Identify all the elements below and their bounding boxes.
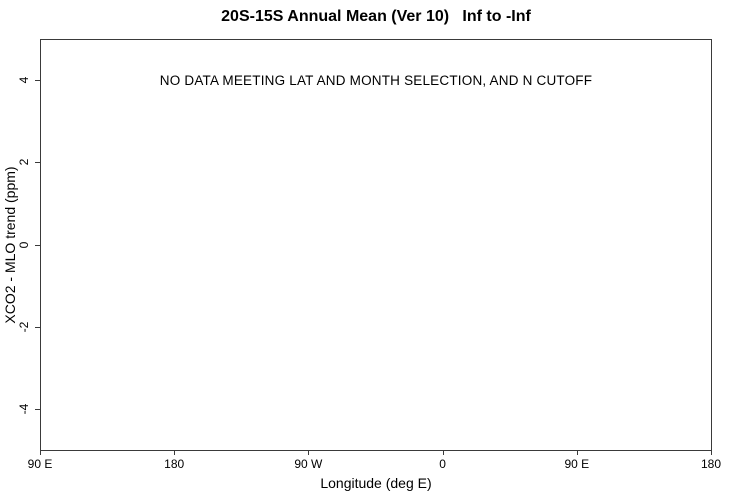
y-tick-mark xyxy=(35,244,40,246)
y-tick-label: -4 xyxy=(17,403,31,415)
plot-area: NO DATA MEETING LAT AND MONTH SELECTION,… xyxy=(40,39,712,451)
x-tick-label: 90 E xyxy=(27,457,53,471)
x-tick-mark xyxy=(442,450,444,455)
y-tick-label: 0 xyxy=(17,241,31,248)
x-tick-label: 90 E xyxy=(564,457,590,471)
y-tick-mark xyxy=(35,162,40,164)
x-tick-label: 0 xyxy=(439,457,446,471)
y-tick-mark xyxy=(35,326,40,328)
x-tick-mark xyxy=(711,450,712,455)
chart-title: 20S-15S Annual Mean (Ver 10) Inf to -Inf xyxy=(221,8,531,25)
x-axis-label: Longitude (deg E) xyxy=(320,475,432,491)
no-data-message: NO DATA MEETING LAT AND MONTH SELECTION,… xyxy=(159,73,593,88)
x-tick-mark xyxy=(576,450,578,455)
x-tick-mark xyxy=(308,450,310,455)
y-tick-mark xyxy=(35,408,40,410)
y-tick-label: 4 xyxy=(17,76,31,84)
y-axis-label: XCO2 - MLO trend (ppm) xyxy=(2,166,18,324)
y-tick-label: -2 xyxy=(17,321,31,333)
x-tick-label: 90 W xyxy=(294,457,323,471)
x-tick-label: 180 xyxy=(164,457,185,471)
y-tick-label: 2 xyxy=(17,158,31,166)
x-tick-label: 180 xyxy=(700,457,722,471)
x-tick-mark xyxy=(174,450,176,455)
x-tick-mark xyxy=(40,450,41,455)
y-tick-mark xyxy=(35,80,40,82)
